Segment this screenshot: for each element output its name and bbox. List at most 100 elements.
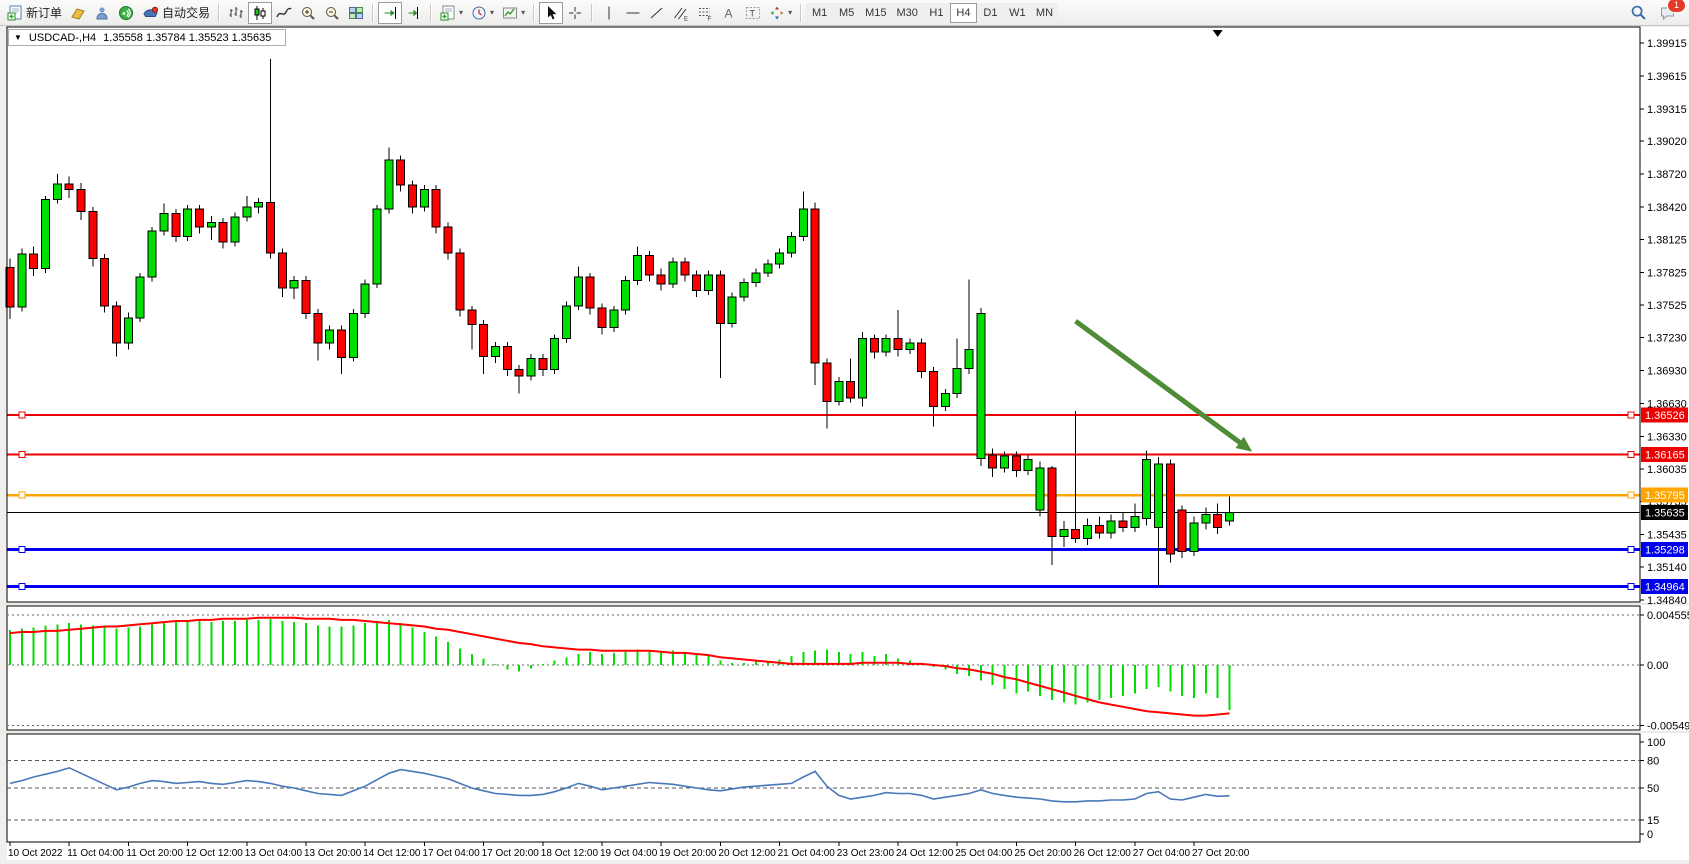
equidistant-channel-tool-button[interactable]: E bbox=[669, 2, 693, 24]
tile-windows-button[interactable] bbox=[344, 2, 368, 24]
dropdown-caret-icon: ▾ bbox=[490, 7, 495, 17]
line-drag-handle[interactable] bbox=[18, 411, 26, 419]
svg-text:21 Oct 04:00: 21 Oct 04:00 bbox=[778, 848, 836, 859]
notification-badge[interactable]: 1 bbox=[1667, 0, 1686, 13]
trendline-tool-button[interactable] bbox=[645, 2, 669, 24]
svg-text:11 Oct 20:00: 11 Oct 20:00 bbox=[126, 848, 183, 859]
svg-text:0: 0 bbox=[1647, 829, 1653, 841]
new-order-label: 新订单 bbox=[26, 6, 63, 20]
rsi-line bbox=[9, 766, 1230, 803]
timeframe-h4-button[interactable]: H4 bbox=[949, 2, 977, 23]
arrows-tool-button[interactable]: ▾ bbox=[765, 2, 796, 24]
svg-text:A: A bbox=[725, 6, 733, 20]
svg-text:1.35298: 1.35298 bbox=[1645, 545, 1685, 557]
dropdown-caret-icon: ▾ bbox=[459, 7, 464, 17]
market-watch-button[interactable] bbox=[66, 2, 90, 24]
svg-text:11 Oct 04:00: 11 Oct 04:00 bbox=[67, 848, 124, 859]
search-button[interactable] bbox=[1626, 2, 1651, 24]
rsi-panel bbox=[7, 759, 1640, 821]
time-axis[interactable]: 10 Oct 2022 11 Oct 04:00 11 Oct 20:00 12 Oc… bbox=[8, 842, 1250, 859]
chart-shift-icon bbox=[408, 6, 419, 19]
candlestick-chart-icon bbox=[254, 5, 266, 20]
svg-text:F: F bbox=[708, 16, 712, 21]
auto-scroll-button[interactable] bbox=[378, 1, 403, 24]
zoom-out-button[interactable] bbox=[320, 2, 344, 24]
toolbar-separator bbox=[533, 3, 536, 22]
price-axis[interactable]: 1.39915 1.39615 1.39315 1.39020 1.38720 1.384… bbox=[1640, 38, 1689, 841]
line-drag-handle[interactable] bbox=[18, 450, 26, 458]
clock-icon bbox=[472, 6, 486, 19]
signals-button[interactable] bbox=[114, 2, 138, 24]
periods-button[interactable]: ▾ bbox=[467, 2, 498, 24]
zoom-in-button[interactable] bbox=[296, 2, 320, 24]
svg-text:19 Oct 04:00: 19 Oct 04:00 bbox=[600, 848, 658, 859]
crosshair-button[interactable] bbox=[563, 2, 587, 24]
line-handles bbox=[18, 411, 1635, 590]
timeframe-mn-button[interactable]: MN bbox=[1030, 2, 1059, 23]
fibonacci-tool-button[interactable]: F bbox=[693, 2, 717, 24]
bid-price-badge bbox=[1641, 505, 1688, 521]
svg-text:18 Oct 12:00: 18 Oct 12:00 bbox=[541, 848, 599, 859]
vertical-line-tool-button[interactable] bbox=[597, 2, 621, 24]
cursor-icon bbox=[548, 5, 557, 19]
level-price-badge bbox=[1641, 407, 1688, 423]
template-chart-icon bbox=[503, 7, 518, 18]
new-order-button[interactable]: 新订单 bbox=[3, 2, 66, 24]
candlestick-chart-button[interactable] bbox=[248, 1, 273, 24]
line-drag-handle[interactable] bbox=[1627, 546, 1635, 554]
line-chart-icon bbox=[276, 7, 292, 17]
svg-text:1.36035: 1.36035 bbox=[1647, 464, 1687, 476]
svg-text:23 Oct 23:00: 23 Oct 23:00 bbox=[837, 848, 895, 859]
trend-arrow[interactable] bbox=[1074, 319, 1253, 452]
timeframe-d1-button[interactable]: D1 bbox=[976, 2, 1004, 23]
line-drag-handle[interactable] bbox=[18, 546, 26, 554]
svg-text:1.34964: 1.34964 bbox=[1645, 581, 1685, 593]
text-label-tool-button[interactable]: T bbox=[741, 2, 765, 24]
horizontal-line-tool-button[interactable] bbox=[621, 2, 645, 24]
svg-text:13 Oct 04:00: 13 Oct 04:00 bbox=[245, 848, 303, 859]
arrows-icon bbox=[770, 6, 784, 19]
line-chart-button[interactable] bbox=[272, 2, 296, 24]
timeframe-m15-button[interactable]: M15 bbox=[860, 2, 892, 23]
toolbar: 新订单 自动交易 ▾ ▾ bbox=[0, 0, 1689, 26]
svg-text:1.36526: 1.36526 bbox=[1645, 410, 1685, 422]
svg-text:1.38125: 1.38125 bbox=[1647, 234, 1687, 246]
svg-text:0.004555: 0.004555 bbox=[1647, 610, 1689, 622]
autotrading-button[interactable]: 自动交易 bbox=[138, 2, 214, 24]
object-anchor-marker bbox=[1212, 30, 1223, 37]
line-drag-handle[interactable] bbox=[1627, 491, 1635, 499]
line-drag-handle[interactable] bbox=[18, 491, 26, 499]
metaeditor-button[interactable] bbox=[90, 2, 114, 24]
line-drag-handle[interactable] bbox=[1627, 411, 1635, 419]
svg-text:1.36930: 1.36930 bbox=[1647, 366, 1687, 378]
chart-shift-button[interactable] bbox=[402, 2, 426, 24]
svg-text:1.39615: 1.39615 bbox=[1647, 71, 1687, 83]
timeframe-m30-button[interactable]: M30 bbox=[891, 2, 923, 23]
timeframe-m1-button[interactable]: M1 bbox=[806, 2, 834, 23]
templates-button[interactable]: ▾ bbox=[498, 2, 529, 24]
svg-text:1.35140: 1.35140 bbox=[1647, 562, 1687, 574]
line-drag-handle[interactable] bbox=[1627, 450, 1635, 458]
svg-text:1.36165: 1.36165 bbox=[1645, 449, 1685, 461]
timeframe-m5-button[interactable]: M5 bbox=[833, 2, 861, 23]
signals-icon bbox=[119, 5, 134, 20]
line-drag-handle[interactable] bbox=[1627, 582, 1635, 590]
svg-text:26 Oct 12:00: 26 Oct 12:00 bbox=[1074, 848, 1132, 859]
symbol-info-box[interactable]: ▼ USDCAD-,H4 1.35558 1.35784 1.35523 1.3… bbox=[8, 29, 287, 46]
line-drag-handle[interactable] bbox=[18, 582, 26, 590]
tile-windows-icon bbox=[349, 6, 364, 19]
svg-text:1.38420: 1.38420 bbox=[1647, 202, 1687, 214]
timeframe-w1-button[interactable]: W1 bbox=[1003, 2, 1031, 23]
fibonacci-icon: F bbox=[699, 7, 712, 21]
cursor-button[interactable] bbox=[539, 1, 564, 24]
indicators-button[interactable]: ▾ bbox=[436, 2, 467, 24]
level-price-badge bbox=[1641, 542, 1688, 558]
text-tool-button[interactable]: A bbox=[717, 2, 741, 24]
svg-text:50: 50 bbox=[1647, 783, 1659, 795]
collapse-arrow-icon[interactable]: ▼ bbox=[14, 33, 22, 42]
channel-icon: E bbox=[674, 7, 688, 21]
bar-chart-button[interactable] bbox=[224, 2, 248, 24]
timeframe-h1-button[interactable]: H1 bbox=[922, 2, 950, 23]
level-price-badge bbox=[1641, 446, 1688, 462]
